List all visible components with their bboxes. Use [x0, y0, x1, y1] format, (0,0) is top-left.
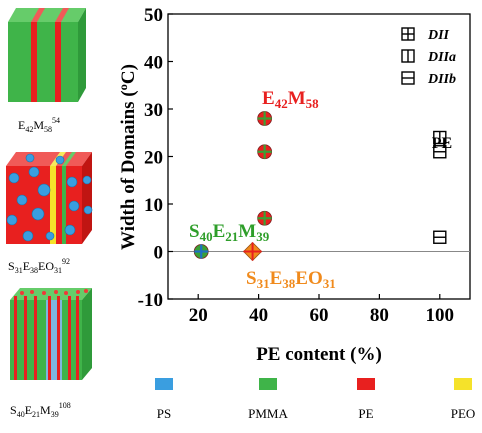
annotation-pe: PE	[432, 135, 452, 152]
cube-illustration-top	[8, 8, 86, 102]
swatch-ps	[155, 378, 173, 390]
swatch-pmma	[259, 378, 277, 390]
swatch-peo	[454, 378, 472, 390]
cube-illustration-bottom	[10, 288, 92, 380]
annotation-e42m58: E42M58	[262, 88, 319, 111]
caption-top: E42M5854	[18, 116, 60, 134]
swatch-pe	[357, 378, 375, 390]
x-tick-label: 20	[189, 305, 208, 326]
legend-marker-DIIb	[401, 71, 415, 85]
label-ps: PS	[157, 406, 171, 421]
legend-marker-DIIa	[401, 49, 415, 63]
data-point	[257, 210, 273, 226]
marker-legend: DII DIIa DIIb	[401, 27, 456, 87]
label-peo: PEO	[451, 406, 476, 421]
data-point	[433, 130, 447, 145]
data-point	[257, 111, 273, 126]
y-tick-label: 20	[144, 148, 163, 169]
data-point	[433, 145, 447, 159]
y-tick-label: 50	[144, 5, 163, 26]
y-tick-label: 10	[144, 195, 163, 216]
plot-frame	[167, 13, 471, 300]
x-axis-title: PE content (%)	[256, 344, 382, 365]
label-pe: PE	[358, 406, 373, 421]
axis-ticks	[168, 13, 441, 300]
x-tick-label: 40	[249, 305, 268, 326]
y-tick-label: 0	[154, 243, 164, 264]
legend-label-DII: DII	[427, 28, 450, 43]
y-tick-label: 30	[144, 100, 163, 121]
y-axis-title: Width of Domains (ºC)	[118, 64, 139, 250]
legend-label-DIIb: DIIb	[427, 72, 456, 87]
legend-label-DIIa: DIIa	[427, 50, 456, 65]
caption-middle: S31E38EO3192	[8, 257, 70, 275]
annotation-s40e21m39: S40E21M39	[189, 221, 270, 244]
data-point	[433, 230, 447, 244]
data-point	[242, 241, 263, 262]
label-pmma: PMMA	[248, 406, 288, 421]
x-tick-label: 80	[370, 305, 389, 326]
data-points	[193, 111, 447, 262]
tick-labels: 20 40 60 80 100 -10 0 10 20 30 40 50	[138, 5, 454, 326]
color-legend: PS PMMA PE PEO	[155, 378, 475, 421]
y-tick-label: 40	[144, 53, 163, 74]
y-tick-label: -10	[138, 290, 163, 311]
caption-bottom: S40E21M39108	[10, 401, 71, 419]
x-tick-label: 100	[426, 305, 455, 326]
cube-illustration-middle	[6, 152, 93, 244]
x-tick-label: 60	[310, 305, 329, 326]
legend-marker-DII	[401, 27, 415, 41]
data-point	[257, 144, 273, 160]
data-point	[193, 244, 209, 259]
annotation-s31e38eo31: S31E38EO31	[246, 268, 336, 291]
